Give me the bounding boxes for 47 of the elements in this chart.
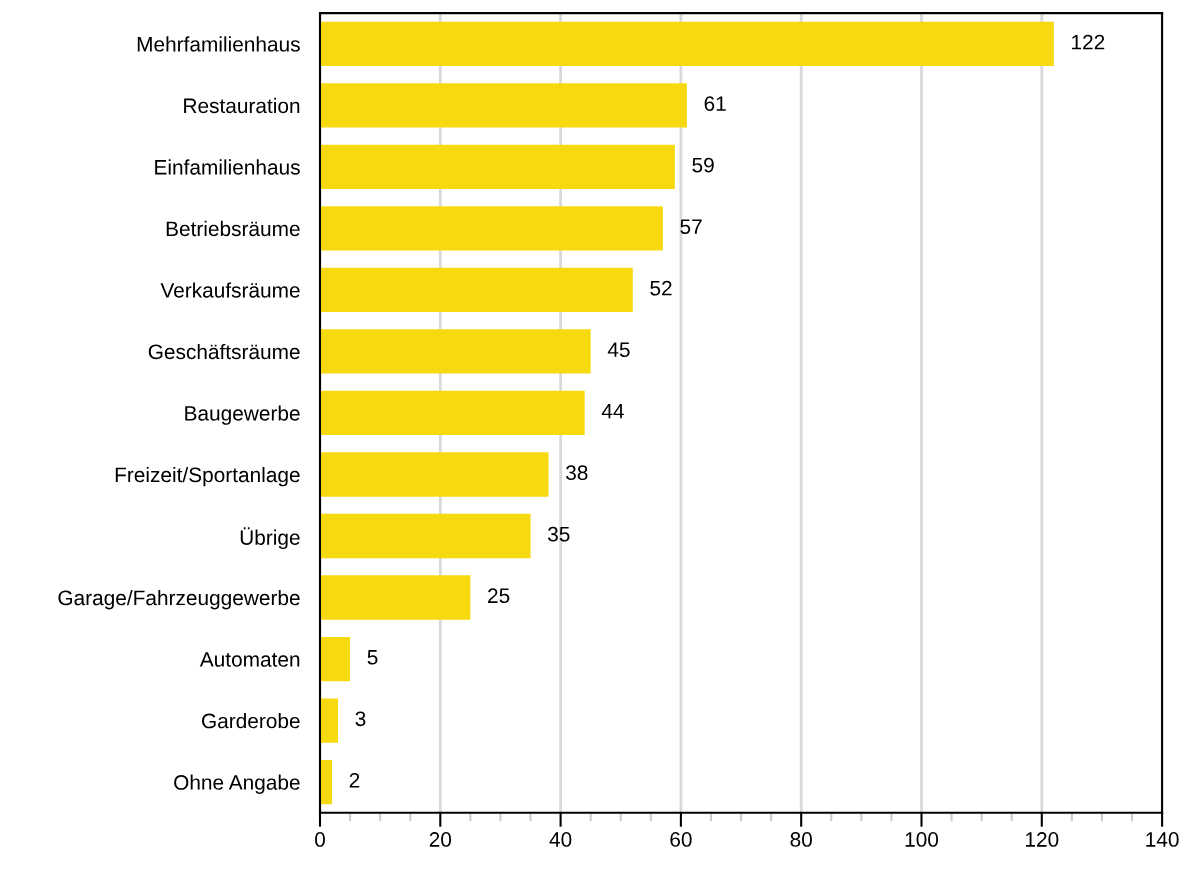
y-tick-label: Freizeit/Sportanlage <box>115 466 300 487</box>
data-label: 5 <box>367 650 378 665</box>
y-tick-label: Verkaufsräume <box>160 282 300 298</box>
bar <box>320 390 585 436</box>
data-label: 2 <box>349 772 360 788</box>
x-tick-label: 100 <box>905 832 939 847</box>
data-label: 61 <box>704 96 726 111</box>
data-label: 59 <box>692 157 714 173</box>
y-tick-label: Restauration <box>184 97 300 114</box>
data-label: 25 <box>488 588 510 604</box>
y-tick-label: Garderobe <box>202 713 300 729</box>
bar <box>320 144 675 190</box>
y-tick-label: Automaten <box>199 652 300 667</box>
data-label: 52 <box>650 280 672 296</box>
data-label: 44 <box>601 404 624 419</box>
x-tick-label: 20 <box>429 832 452 847</box>
data-label: 3 <box>355 711 366 727</box>
bar <box>320 452 549 497</box>
x-tick-label: 0 <box>315 832 325 847</box>
x-tick-label: 120 <box>1026 832 1059 847</box>
bar <box>320 513 531 559</box>
data-label: 57 <box>680 219 702 235</box>
x-tick-label: 40 <box>549 832 572 847</box>
bar <box>320 206 663 251</box>
y-tick-label: Garage/Fahrzeuggewerbe <box>58 589 300 610</box>
data-label: 122 <box>1072 34 1105 50</box>
y-tick-label: Einfamilienhaus <box>155 159 300 175</box>
bar <box>320 636 351 682</box>
bar <box>320 759 333 805</box>
y-tick-label: Übrige <box>240 527 300 550</box>
data-label: 38 <box>566 465 588 481</box>
bar <box>320 21 1054 67</box>
y-tick-label: Betriebsräume <box>166 220 300 237</box>
x-tick-label: 60 <box>670 832 692 847</box>
data-label: 35 <box>547 526 570 542</box>
x-tick-label: 140 <box>1146 832 1179 847</box>
bar <box>320 575 471 620</box>
y-tick-label: Ohne Angabe <box>174 774 300 794</box>
y-tick-label: Mehrfamilienhaus <box>137 36 300 52</box>
bar <box>320 698 339 743</box>
bar <box>320 267 633 313</box>
y-tick-label: Geschäftsräume <box>148 343 300 360</box>
x-tick-label: 80 <box>790 832 812 847</box>
data-label: 45 <box>607 342 630 358</box>
y-tick-label: Baugewerbe <box>185 405 300 425</box>
bar <box>320 329 591 374</box>
bar <box>320 83 687 128</box>
